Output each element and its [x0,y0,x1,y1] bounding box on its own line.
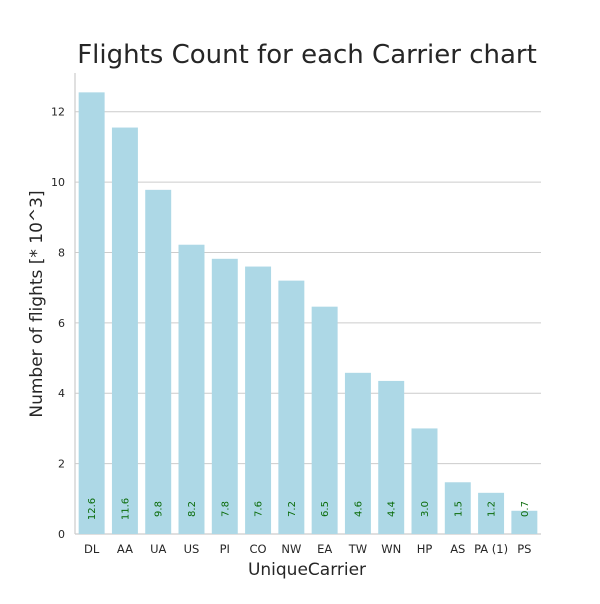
x-tick-labels: DL AA UA US PI CO NW EA TW WN HP AS PA (1) PS [84,542,531,556]
value-label: 7.2 [287,501,298,517]
y-tick-labels: 0 2 4 6 8 10 12 [51,106,65,541]
bar-pa-1 [478,492,505,534]
bar-co [245,266,272,534]
value-labels: 12.6 11.6 9.8 8.2 7.8 7.6 7.2 6.5 4.6 4.4 3.0 1.5 1.… [87,498,531,520]
y-tick-label: 12 [51,106,65,119]
x-tick-label: EA [317,542,332,556]
bar-us [178,244,205,534]
bar-ps [511,510,538,534]
value-label: 4.6 [353,501,364,517]
x-tick-label: TW [348,542,367,556]
value-label: 6.5 [320,501,331,517]
y-tick-label: 4 [58,387,65,400]
y-tick-label: 10 [51,176,65,189]
value-label: 1.2 [487,501,498,517]
y-tick-label: 6 [58,317,65,330]
bar-wn [378,380,405,534]
bar-tw [344,372,371,534]
value-label: 11.6 [120,498,131,520]
x-tick-label: PI [220,542,230,556]
value-label: 1.5 [453,501,464,517]
y-tick-label: 2 [58,458,65,471]
chart-title: Flights Count for each Carrier chart [77,40,537,70]
bar-ea [311,306,338,534]
x-axis-title: UniqueCarrier [248,560,366,580]
bars [78,92,538,534]
y-axis-title: Number of flights [* 10^3] [27,190,47,417]
grid-lines [75,111,541,465]
value-label: 0.7 [520,501,531,517]
value-label: 4.4 [387,501,398,517]
bar-as [444,482,471,534]
x-tick-label: HP [417,542,433,556]
bar-nw [278,280,305,534]
axes [74,73,541,535]
bar-ua [145,189,172,534]
value-label: 7.8 [220,501,231,517]
bar-hp [411,428,438,534]
y-tick-label: 8 [58,246,65,259]
x-tick-label: DL [84,542,100,556]
value-label: 9.8 [154,501,165,517]
x-tick-label: NW [281,542,301,556]
bar-aa [111,127,138,534]
value-label: 8.2 [187,501,198,517]
value-label: 12.6 [87,498,98,520]
x-tick-label: AA [117,542,133,556]
x-tick-label: PS [517,542,531,556]
value-label: 7.6 [254,501,265,517]
value-label: 3.0 [420,501,431,517]
x-tick-label: WN [381,542,401,556]
x-tick-label: PA (1) [474,542,508,556]
x-tick-label: UA [150,542,166,556]
x-tick-label: US [184,542,200,556]
bar-dl [78,92,105,534]
y-tick-label: 0 [58,528,65,541]
x-tick-label: CO [250,542,267,556]
bar-pi [211,258,238,534]
x-tick-label: AS [450,542,465,556]
